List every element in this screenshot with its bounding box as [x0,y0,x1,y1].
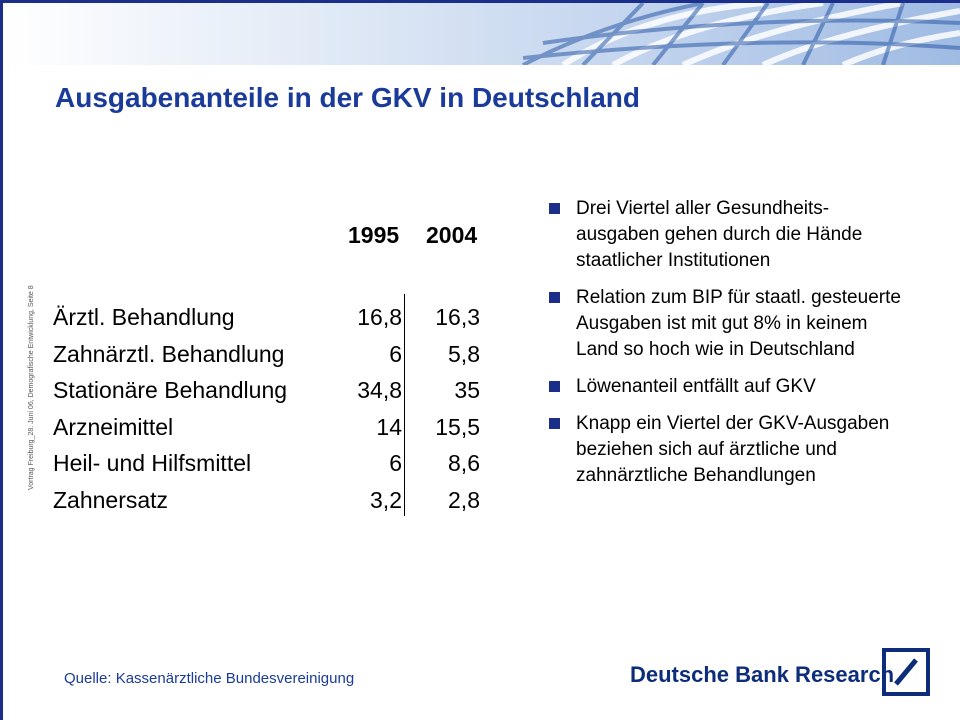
row-value-1995: 6 [389,340,402,367]
table-row: Zahnersatz 3,2 2,8 [50,487,490,524]
bullet-text: Relation zum BIP für staatl. gesteuerte … [576,287,901,360]
row-value-2004: 16,3 [435,304,480,330]
row-value-1995: 3,2 [370,486,402,513]
bullet-text: Drei Viertel aller Gesundheits-ausgaben … [576,198,863,271]
side-footnote: Vortrag Freiburg_28. Juni 06, Demografis… [28,285,35,490]
square-bullet-icon [549,418,560,429]
table-row: Zahnärztl. Behandlung 6 5,8 [50,341,490,378]
left-border [0,0,3,720]
header-2004: 2004 [426,222,478,248]
bullet-item: Löwenanteil entfällt auf GKV [549,374,909,400]
row-value-1995: 16,8 [357,304,402,330]
deutsche-bank-logo-icon [882,648,930,696]
row-value-2004: 8,6 [448,450,480,476]
brand-name: Deutsche Bank Research [630,662,895,687]
row-category: Ärztl. Behandlung [53,304,235,330]
logo-slash-icon [894,658,918,686]
bullet-list: Drei Viertel aller Gesundheits-ausgaben … [549,196,909,500]
table-header: 1995 2004 [50,222,490,254]
row-value-2004: 15,5 [435,413,480,440]
bullet-item: Drei Viertel aller Gesundheits-ausgaben … [549,196,909,274]
table-row: Ärztl. Behandlung 16,8 16,3 [50,304,490,341]
header-banner [3,3,960,65]
row-value-1995: 6 [389,450,402,476]
expense-table: 1995 2004 Ärztl. Behandlung 16,8 16,3 Za… [50,222,490,523]
source-note: Quelle: Kassenärztliche Bundesvereinigun… [64,670,355,687]
table-row: Stationäre Behandlung 34,8 35 [50,377,490,414]
row-value-1995: 34,8 [357,377,402,403]
square-bullet-icon [549,292,560,303]
row-value-1995: 14 [376,413,402,440]
row-category: Heil- und Hilfsmittel [53,450,252,476]
square-bullet-icon [549,203,560,214]
top-border [0,0,960,3]
row-category: Stationäre Behandlung [53,377,288,403]
table-column-divider [404,294,405,516]
bullet-text: Löwenanteil entfällt auf GKV [576,376,816,397]
header-1995: 1995 [348,222,400,248]
row-value-2004: 35 [454,377,480,403]
bullet-text: Knapp ein Viertel der GKV-Ausgaben bezie… [576,413,890,486]
square-bullet-icon [549,381,560,392]
globe-grid-graphic [522,3,960,65]
row-value-2004: 2,8 [448,486,480,513]
bullet-item: Knapp ein Viertel der GKV-Ausgaben bezie… [549,411,909,489]
row-category: Zahnersatz [53,486,169,513]
row-category: Arzneimittel [53,413,174,440]
row-category: Zahnärztl. Behandlung [53,340,285,367]
page-title: Ausgabenanteile in der GKV in Deutschlan… [55,82,640,113]
bullet-item: Relation zum BIP für staatl. gesteuerte … [549,285,909,363]
table-row: Heil- und Hilfsmittel 6 8,6 [50,450,490,487]
table-row: Arzneimittel 14 15,5 [50,414,490,451]
row-value-2004: 5,8 [448,340,480,367]
